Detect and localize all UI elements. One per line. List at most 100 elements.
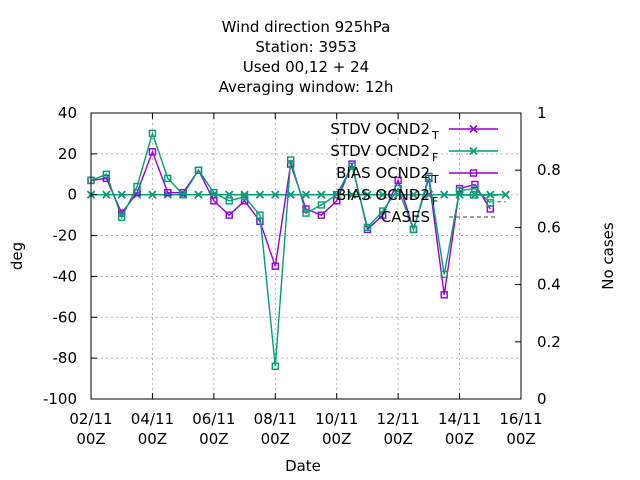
data-point <box>378 190 387 199</box>
data-point <box>102 190 111 199</box>
y-tick-label: -40 <box>53 267 78 285</box>
x-tick-label: 00Z <box>445 430 474 448</box>
legend-marker <box>469 191 478 199</box>
data-point <box>271 190 280 199</box>
data-point <box>225 190 234 199</box>
x-tick-label: 12/11 <box>377 410 420 428</box>
y2-tick-label: 0.8 <box>537 161 561 179</box>
data-point <box>333 191 341 199</box>
legend-label-subscript: T <box>431 173 439 186</box>
legend-marker <box>469 146 478 156</box>
x-tick-label: 00Z <box>383 430 412 448</box>
title-line: Station: 3953 <box>255 38 356 56</box>
chart-title: Wind direction 925hPa Station: 3953 Used 0… <box>219 18 394 96</box>
data-point <box>148 129 157 138</box>
data-point <box>348 162 356 170</box>
data-point <box>394 176 402 185</box>
legend-label-subscript: F <box>432 195 438 208</box>
legend-label: BIAS OCND2 <box>336 164 430 182</box>
y2-tick-label: 1 <box>537 104 547 122</box>
data-point <box>425 172 433 181</box>
data-point <box>133 182 141 191</box>
data-point <box>440 291 448 299</box>
legend-marker <box>469 124 478 134</box>
legend-label: STDV OCND2 <box>330 142 430 160</box>
x-tick-label: 00Z <box>506 430 535 448</box>
series-group <box>86 129 510 371</box>
x-tick-label: 04/11 <box>131 410 174 428</box>
data-point <box>117 190 126 199</box>
x-tick-label: 14/11 <box>438 410 481 428</box>
data-point <box>194 166 203 174</box>
data-point <box>164 174 172 183</box>
y2-tick-label: 0.6 <box>537 218 561 236</box>
data-point <box>317 190 326 199</box>
x-tick-label: 08/11 <box>254 410 297 428</box>
x-tick-label: 00Z <box>138 430 167 448</box>
data-point <box>302 209 310 217</box>
data-point <box>271 362 279 371</box>
title-line: Wind direction 925hPa <box>222 18 391 36</box>
y2-tick-label: 0.2 <box>537 333 561 351</box>
data-point <box>225 211 233 219</box>
data-point <box>486 199 494 207</box>
data-point <box>379 207 387 215</box>
plot-frame <box>90 112 522 400</box>
data-point <box>271 262 279 270</box>
data-point <box>317 201 326 209</box>
data-point <box>440 190 449 199</box>
data-point <box>256 211 264 219</box>
series-3 <box>87 129 494 371</box>
y2-axis-label: No cases <box>599 222 617 290</box>
data-point <box>210 197 218 205</box>
data-point <box>409 190 418 199</box>
grid-lines <box>91 113 521 399</box>
data-point <box>102 170 111 178</box>
x-tick-label: 00Z <box>322 430 351 448</box>
data-point <box>148 190 157 199</box>
data-point <box>118 213 126 221</box>
data-point <box>301 190 311 199</box>
x-tick-label: 02/11 <box>69 410 112 428</box>
title-line: Used 00,12 + 24 <box>243 58 369 76</box>
y-tick-label: 20 <box>58 145 77 163</box>
x-tick-label: 00Z <box>199 430 228 448</box>
x-tick-label: 06/11 <box>192 410 235 428</box>
data-point <box>194 190 203 199</box>
data-point <box>317 211 326 219</box>
series-2 <box>87 148 494 299</box>
data-point <box>148 148 157 156</box>
legend-label: BIAS OCND2 <box>336 186 430 204</box>
data-point <box>471 180 479 189</box>
x-tick-label: 16/11 <box>499 410 542 428</box>
y2-tick-label: 0.4 <box>537 276 561 294</box>
data-point <box>164 188 172 197</box>
legend-label: CASES <box>381 208 430 226</box>
y2-tick-label: 0 <box>537 390 547 408</box>
data-point <box>225 197 233 205</box>
series-line <box>90 131 491 367</box>
data-point <box>348 190 357 199</box>
axis-ticks: -100 -80 -60 -40 -20 0 20 40 0 0.2 0.4 0.6 0.8 1 02/11… <box>43 104 561 448</box>
legend-label: STDV OCND2 <box>330 120 430 138</box>
data-point <box>455 186 464 195</box>
y-tick-label: -20 <box>53 227 78 245</box>
data-point <box>179 191 187 199</box>
data-point <box>440 270 448 279</box>
legend-label-subscript: F <box>432 151 438 164</box>
data-point <box>363 190 372 199</box>
y-tick-label: -80 <box>53 349 78 367</box>
data-point <box>286 156 295 164</box>
data-point <box>501 190 510 199</box>
series-1 <box>86 190 510 199</box>
y-tick-label: -60 <box>53 308 78 326</box>
x-axis-label: Date <box>285 457 321 475</box>
data-point <box>363 223 372 232</box>
x-tick-label: 10/11 <box>315 410 358 428</box>
legend-label-subscript: T <box>431 129 439 142</box>
data-point <box>240 193 249 201</box>
data-point <box>255 190 264 199</box>
data-point <box>210 188 218 197</box>
